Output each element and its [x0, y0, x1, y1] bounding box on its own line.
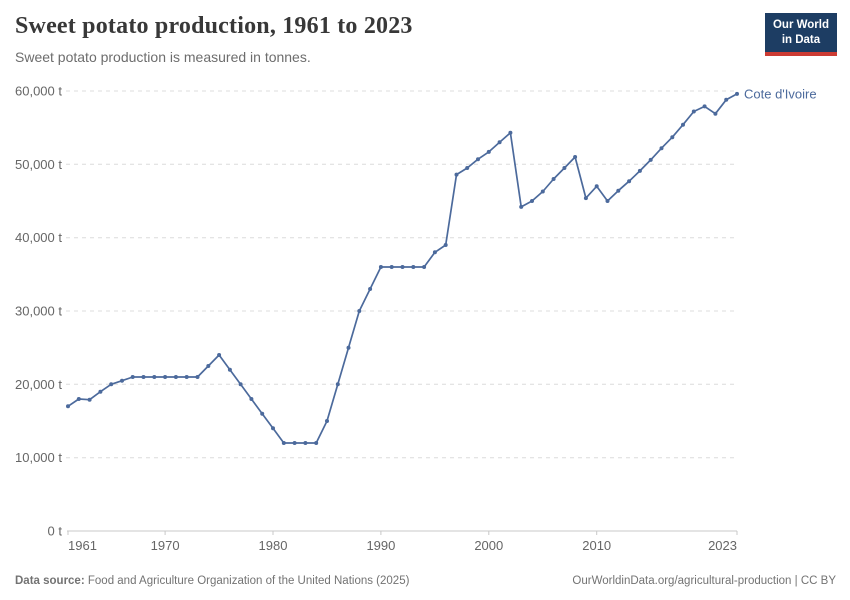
data-point[interactable]	[400, 265, 405, 269]
data-point[interactable]	[130, 375, 135, 379]
data-point[interactable]	[87, 397, 92, 402]
data-point[interactable]	[98, 389, 103, 394]
data-point[interactable]	[702, 104, 707, 109]
data-point[interactable]	[217, 353, 222, 357]
data-source-text: Food and Agriculture Organization of the…	[87, 575, 410, 587]
data-point[interactable]	[454, 172, 459, 177]
x-tick-label: 2000	[474, 538, 503, 553]
data-point[interactable]	[195, 375, 200, 379]
entity-label[interactable]: Cote d'Ivoire	[744, 86, 817, 101]
data-point[interactable]	[519, 204, 524, 209]
data-point[interactable]	[422, 265, 427, 269]
data-point[interactable]	[184, 375, 189, 379]
data-source-label: Data source:	[15, 575, 85, 587]
data-point[interactable]	[616, 188, 621, 193]
x-tick-label: 1961	[68, 538, 97, 553]
data-point[interactable]	[681, 122, 685, 127]
data-point[interactable]	[530, 199, 534, 203]
data-point[interactable]	[411, 265, 416, 269]
data-point[interactable]	[173, 375, 178, 379]
data-point[interactable]	[271, 426, 275, 431]
x-tick-label: 2010	[582, 538, 611, 553]
data-point[interactable]	[627, 179, 632, 184]
data-point[interactable]	[141, 375, 146, 379]
page-title: Sweet potato production, 1961 to 2023	[15, 13, 413, 39]
data-point[interactable]	[443, 243, 448, 247]
owid-logo: Our World in Data	[764, 13, 837, 56]
data-point[interactable]	[691, 109, 696, 114]
data-point[interactable]	[238, 382, 243, 387]
data-point[interactable]	[465, 166, 470, 170]
data-point[interactable]	[562, 166, 567, 170]
data-point[interactable]	[605, 199, 610, 203]
data-point[interactable]	[346, 345, 351, 350]
license-link[interactable]: CC BY	[800, 575, 836, 587]
data-point[interactable]	[152, 375, 157, 379]
data-point[interactable]	[486, 149, 491, 154]
data-point[interactable]	[573, 155, 578, 159]
data-point[interactable]	[594, 184, 599, 189]
data-point[interactable]	[66, 404, 70, 409]
x-tick-label: 1970	[151, 538, 180, 553]
data-point[interactable]	[735, 91, 739, 96]
y-tick-label: 30,000 t	[15, 304, 62, 319]
y-tick-label: 10,000 t	[15, 450, 62, 465]
x-tick-label: 2023	[708, 538, 737, 553]
data-point[interactable]	[648, 157, 653, 162]
data-point[interactable]	[163, 375, 168, 379]
data-point[interactable]	[432, 250, 437, 255]
data-point[interactable]	[303, 441, 308, 445]
owid-url-link[interactable]: OurWorldinData.org/agricultural-producti…	[572, 575, 792, 587]
page-subtitle: Sweet potato production is measured in t…	[15, 49, 311, 65]
y-tick-label: 60,000 t	[15, 84, 62, 99]
data-point[interactable]	[227, 367, 232, 372]
y-tick-label: 0 t	[48, 524, 63, 539]
data-point[interactable]	[335, 382, 340, 387]
data-point[interactable]	[378, 265, 383, 269]
data-point[interactable]	[206, 364, 211, 368]
data-point[interactable]	[314, 441, 319, 445]
data-point[interactable]	[325, 419, 329, 423]
x-tick-label: 1990	[366, 538, 395, 553]
y-tick-label: 50,000 t	[15, 157, 62, 172]
data-point[interactable]	[713, 111, 718, 116]
data-point[interactable]	[476, 157, 480, 162]
data-point[interactable]	[540, 189, 545, 194]
data-point[interactable]	[670, 135, 675, 140]
data-point[interactable]	[292, 441, 297, 445]
data-point[interactable]	[389, 265, 394, 269]
footer-credit: OurWorldinData.org/agricultural-producti…	[572, 575, 836, 587]
data-point[interactable]	[249, 397, 254, 401]
data-point[interactable]	[368, 287, 373, 291]
data-source-note: Data source: Food and Agriculture Organi…	[15, 575, 409, 587]
data-point[interactable]	[76, 397, 81, 401]
y-tick-label: 20,000 t	[15, 377, 62, 392]
data-point[interactable]	[357, 309, 362, 313]
owid-logo-line2: in Data	[781, 33, 821, 46]
y-tick-label: 40,000 t	[15, 230, 62, 245]
data-point[interactable]	[583, 196, 588, 201]
data-point[interactable]	[109, 382, 114, 387]
data-point[interactable]	[637, 168, 642, 173]
data-point[interactable]	[508, 130, 513, 135]
data-point[interactable]	[260, 411, 265, 416]
data-point[interactable]	[497, 140, 502, 145]
data-point[interactable]	[551, 177, 556, 181]
data-point[interactable]	[724, 97, 729, 102]
data-point[interactable]	[659, 146, 664, 151]
data-point[interactable]	[281, 441, 286, 445]
owid-logo-line1: Our World	[772, 19, 829, 31]
data-point[interactable]	[120, 378, 124, 383]
x-tick-label: 1980	[259, 538, 288, 553]
footer-separator: |	[794, 575, 798, 587]
